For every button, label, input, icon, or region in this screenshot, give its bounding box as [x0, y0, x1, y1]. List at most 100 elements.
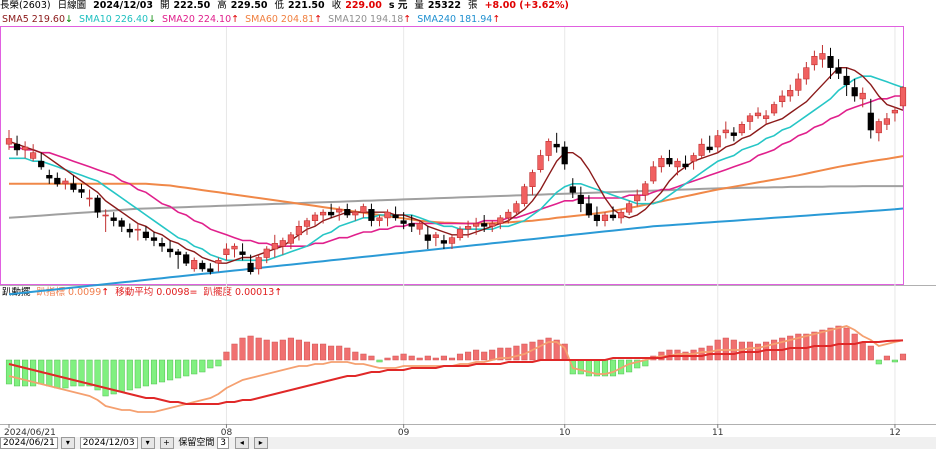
to-date-input[interactable]: 2024/12/03	[79, 437, 138, 449]
candle-body-29	[239, 251, 246, 255]
candle-body-12	[102, 214, 109, 217]
osc-ma-line	[8, 339, 904, 405]
sma-legend-item-4: SMA120 194.18↑	[328, 14, 411, 25]
candle-body-96	[779, 95, 786, 102]
candle-body-63	[513, 203, 520, 213]
candle-body-101	[819, 53, 826, 60]
candle-body-37	[303, 220, 311, 227]
candle-body-80	[650, 166, 657, 182]
candle-body-44	[360, 206, 367, 213]
candle-body-73	[593, 214, 600, 221]
candle-body-33	[271, 243, 278, 250]
osc-bar-8	[70, 359, 77, 387]
osc-bar-26	[215, 359, 222, 367]
stock-chart[interactable]: 2024/06/21 08 09 10 11 12	[0, 0, 936, 437]
osc-bar-86	[698, 347, 705, 361]
sma-legend-arrow-5: ↑	[492, 14, 501, 25]
footer-bar: 2024/06/21 ▾ 2024/12/03 ▾ + 保留空間 3 ◂ ▸	[0, 437, 936, 449]
candle-body-22	[183, 254, 190, 264]
keep-space-input[interactable]: 3	[217, 437, 229, 449]
candle-body-66	[537, 155, 544, 170]
sma-legend-item-1: SMA10 226.40↓	[79, 14, 156, 25]
oscillator-legend: 趴動擺 趴指標 0.0099↑ 移動平均 0.0098= 趴擺度 0.00013↑	[2, 287, 288, 299]
sma-legend-label-3: SMA60	[245, 14, 278, 25]
sma-legend-item-3: SMA60 204.81↑	[245, 14, 322, 25]
candle-body-87	[706, 146, 713, 151]
candle-body-46	[376, 217, 383, 221]
osc-bar-72	[585, 359, 592, 377]
zoom-in-icon[interactable]: +	[159, 437, 174, 449]
change-value: +8.00 (+3.62%)	[484, 0, 569, 11]
osc-bar-10	[86, 359, 93, 387]
osc-bar-63	[513, 345, 520, 361]
candle-body-25	[207, 268, 214, 272]
sma-legend-value-5: 181.94	[459, 14, 493, 25]
osc-bar-1	[13, 359, 21, 387]
osc-bar-29	[239, 337, 246, 361]
osc-bar-2	[22, 359, 29, 387]
candle-body-76	[617, 211, 625, 219]
low-label: 低	[274, 0, 284, 11]
candle-body-102	[827, 55, 834, 68]
osc-bar-66	[537, 339, 544, 361]
candle-body-16	[134, 228, 141, 231]
osc-bar-19	[158, 359, 166, 383]
scroll-left-icon[interactable]: ◂	[234, 437, 249, 449]
candle-body-51	[416, 223, 423, 230]
osc-bar-16	[134, 359, 141, 389]
osc-bar-49	[400, 353, 407, 361]
quote-header: 長榮(2603) 日線圖 2024/12/03 開 222.50 高 229.50 …	[0, 0, 936, 12]
candle-body-5	[46, 175, 53, 179]
close-unit: s 元	[388, 0, 408, 11]
osc-legend-item-1: 移動平均 0.0098=	[115, 287, 197, 298]
candle-body-94	[762, 115, 770, 119]
candle-body-88	[714, 135, 721, 148]
from-dropdown-icon[interactable]: ▾	[60, 437, 75, 449]
sma-legend-value-0: 219.60	[31, 14, 66, 25]
scroll-right-icon[interactable]: ▸	[253, 437, 268, 449]
osc-bar-31	[255, 337, 262, 361]
osc-bar-7	[62, 359, 69, 389]
candle-body-31	[255, 257, 262, 270]
to-dropdown-icon[interactable]: ▾	[140, 437, 155, 449]
x-tick-label-0: 2024/06/21	[4, 428, 56, 437]
candle-body-67	[545, 141, 552, 156]
osc-bar-27	[223, 351, 230, 361]
candle-body-26	[215, 259, 222, 264]
candle-body-60	[489, 223, 496, 227]
candle-body-53	[432, 234, 439, 238]
osc-bar-3	[30, 359, 37, 387]
price-legend: SMA5 219.60↓ SMA10 226.40↓ SMA20 224.10↑ SMA60…	[2, 14, 506, 26]
x-tick-label-4: 11	[712, 428, 723, 437]
from-date-input[interactable]: 2024/06/21	[0, 437, 58, 449]
osc-bar-71	[577, 359, 584, 375]
sma5-line	[8, 66, 904, 264]
osc-bar-110	[891, 359, 898, 363]
sma-legend-label-5: SMA240	[417, 14, 457, 25]
osc-bar-20	[167, 359, 174, 381]
sma-legend-arrow-0: ↓	[65, 14, 73, 25]
osc-bar-56	[456, 353, 464, 361]
candle-body-104	[843, 75, 850, 85]
osc-bar-59	[481, 351, 488, 361]
oscillator-title: 趴動擺	[2, 287, 31, 298]
osc-bar-40	[328, 345, 335, 361]
sma-legend-value-2: 224.10	[197, 14, 232, 25]
osc-bar-61	[497, 347, 504, 361]
candle-body-71	[577, 194, 584, 204]
osc-legend-item-0: 趴指標 0.0099↑	[37, 287, 110, 298]
candle-body-10	[86, 197, 93, 200]
osc-bar-21	[175, 359, 182, 379]
candle-body-111	[899, 87, 907, 107]
candle-body-30	[247, 262, 254, 273]
candle-body-64	[521, 186, 528, 204]
candle-body-92	[746, 115, 754, 122]
osc-bar-24	[199, 359, 206, 373]
osc-bar-111	[899, 353, 907, 361]
candle-body-98	[795, 78, 802, 91]
candle-body-75	[609, 214, 617, 219]
candle-body-107	[867, 112, 874, 131]
sma240-line	[8, 207, 904, 296]
candle-body-4	[38, 160, 45, 168]
osc-bar-39	[320, 343, 327, 361]
